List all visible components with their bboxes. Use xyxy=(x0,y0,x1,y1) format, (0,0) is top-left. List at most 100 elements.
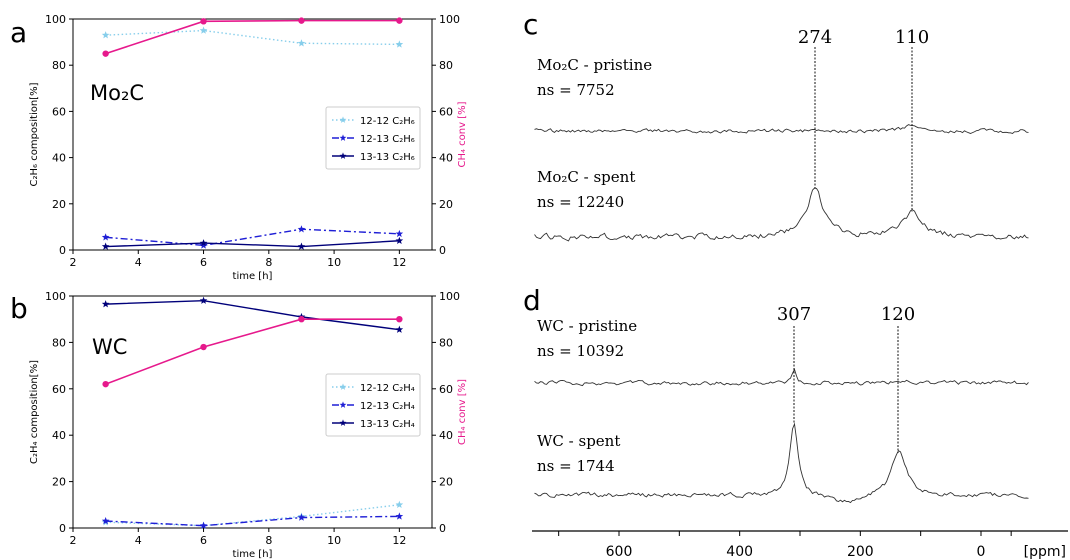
data-point xyxy=(199,296,208,304)
data-point xyxy=(395,325,404,333)
data-point xyxy=(395,40,404,48)
x-tick-label: 8 xyxy=(265,534,272,547)
x-tick-label: 4 xyxy=(135,256,142,269)
y-right-tick-label: 40 xyxy=(439,429,453,442)
y-left-tick-label: 60 xyxy=(52,105,66,118)
y-left-axis-label: C₂H₄ composition[%] xyxy=(29,360,40,464)
ppm-tick-label: 200 xyxy=(847,544,874,560)
data-point xyxy=(101,300,110,308)
data-point xyxy=(395,500,404,509)
y-left-tick-label: 80 xyxy=(52,336,66,349)
x-tick-label: 2 xyxy=(70,256,77,269)
data-point xyxy=(199,239,208,247)
panel-letter-d: d xyxy=(523,284,541,317)
data-point xyxy=(200,343,207,351)
spectrum-scan-count-1: ns = 7752 xyxy=(537,81,615,99)
panel-a-chart: a Mo₂C 2 4 6 8 10 12 0 0 20 20 40 40 60 60 80 80 100 100 t… xyxy=(10,13,468,282)
y-right-tick-label: 0 xyxy=(439,522,446,535)
panel-c-nmr: c Mo₂C - pristine ns = 7752 Mo₂C - spent ns… xyxy=(523,8,1029,242)
nmr-spectrum-2 xyxy=(534,187,1029,242)
legend-entry-3: 13-13 C₂H₄ xyxy=(360,419,415,430)
x-tick-label: 12 xyxy=(392,256,406,269)
y-left-tick-label: 20 xyxy=(52,198,66,211)
data-point xyxy=(102,380,109,388)
data-point xyxy=(396,17,403,24)
series-line-3 xyxy=(105,299,400,331)
spectrum-scan-count-2: ns = 12240 xyxy=(537,193,624,211)
ppm-tick-label: 0 xyxy=(977,544,986,560)
data-point xyxy=(101,233,110,241)
data-point xyxy=(395,229,404,238)
peak-label-1: 274 xyxy=(798,27,832,48)
data-point xyxy=(297,513,306,521)
ppm-tick-label: 400 xyxy=(726,544,753,560)
panel-letter-b: b xyxy=(10,292,28,325)
data-point xyxy=(199,241,208,249)
y-left-axis-label: C₂H₆ composition[%] xyxy=(29,82,40,186)
data-point xyxy=(101,242,110,250)
nmr-spectrum-2 xyxy=(534,422,1029,504)
y-left-tick-label: 0 xyxy=(59,244,66,257)
legend-entry-3: 13-13 C₂H₆ xyxy=(360,152,415,163)
series-line-2 xyxy=(105,228,400,247)
data-point xyxy=(395,236,404,244)
y-right-tick-label: 80 xyxy=(439,59,453,72)
x-tick-label: 6 xyxy=(200,256,207,269)
x-tick-label: 10 xyxy=(327,256,341,269)
panel-letter-a: a xyxy=(10,16,27,49)
legend-box xyxy=(325,373,421,437)
legend-marker xyxy=(339,134,347,141)
data-point xyxy=(297,39,306,47)
y-right-tick-label: 20 xyxy=(439,476,453,489)
y-left-tick-label: 40 xyxy=(52,429,66,442)
peak-label-2: 110 xyxy=(895,27,929,48)
series-line-ch4-conversion xyxy=(105,19,400,55)
x-tick-label: 10 xyxy=(327,534,341,547)
x-tick-label: 6 xyxy=(200,534,207,547)
legend-entry-1: 12-12 C₂H₄ xyxy=(360,383,415,394)
panel-a-material-label: Mo₂C xyxy=(90,81,144,105)
legend-marker xyxy=(339,116,347,123)
y-right-tick-label: 60 xyxy=(439,105,453,118)
peak-label-1: 307 xyxy=(777,304,811,325)
series-line-ch4-conversion xyxy=(105,318,400,385)
y-right-tick-label: 40 xyxy=(439,152,453,165)
panel-letter-c: c xyxy=(523,8,538,41)
series-line-1 xyxy=(105,29,400,46)
x-tick-label: 2 xyxy=(70,534,77,547)
y-right-tick-label: 0 xyxy=(439,244,446,257)
y-left-tick-label: 80 xyxy=(52,59,66,72)
panel-b-chart: b WC 2 4 6 8 10 12 0 0 20 20 40 40 60 60 80 80 100 100 tim… xyxy=(10,290,468,560)
legend-marker xyxy=(339,152,347,159)
data-point xyxy=(200,18,207,25)
x-axis-label: time [h] xyxy=(233,271,273,282)
data-point xyxy=(297,225,306,233)
legend-entry-2: 12-13 C₂H₄ xyxy=(360,401,415,412)
y-right-tick-label: 20 xyxy=(439,198,453,211)
data-point xyxy=(199,521,208,529)
data-point xyxy=(396,316,403,323)
ppm-unit-label: [ppm] xyxy=(1024,544,1066,560)
data-point xyxy=(102,50,109,57)
y-right-axis-label: CH₄ conv [%] xyxy=(457,379,468,445)
legend-box xyxy=(325,106,421,170)
data-point xyxy=(298,17,305,24)
spectrum-scan-count-1: ns = 10392 xyxy=(537,342,624,360)
spectrum-label-1: WC - pristine xyxy=(537,317,637,335)
y-right-tick-label: 60 xyxy=(439,383,453,396)
y-left-tick-label: 60 xyxy=(52,383,66,396)
plot-frame xyxy=(72,295,433,529)
legend-marker xyxy=(339,401,347,408)
y-left-tick-label: 0 xyxy=(59,522,66,535)
spectrum-label-2: Mo₂C - spent xyxy=(537,168,635,186)
legend-entry-1: 12-12 C₂H₆ xyxy=(360,116,415,127)
panel-d-nmr: d WC - pristine ns = 10392 WC - spent ns = … xyxy=(523,284,1068,560)
legend-marker xyxy=(339,419,347,426)
nmr-spectrum-1 xyxy=(534,368,1029,387)
y-right-tick-label: 100 xyxy=(439,290,460,303)
y-left-tick-label: 100 xyxy=(45,290,66,303)
data-point xyxy=(101,31,110,39)
y-left-tick-label: 100 xyxy=(45,13,66,26)
x-axis-label: time [h] xyxy=(233,549,273,560)
peak-label-2: 120 xyxy=(881,304,915,325)
